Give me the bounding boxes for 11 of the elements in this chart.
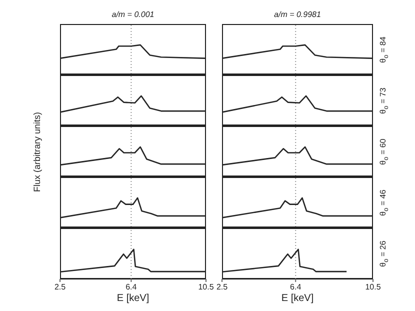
x-tick-label: 6.4 — [126, 282, 138, 292]
x-axis-title: E [keV] — [280, 293, 315, 304]
x-tick-label: 6.4 — [290, 282, 302, 292]
y-axis-title: Flux (arbitrary units) — [32, 111, 42, 192]
x-tick-label: 2.5 — [54, 282, 66, 292]
x-tick-label: 2.5 — [216, 282, 228, 292]
x-tick-label: 10.5 — [365, 282, 382, 292]
x-axis-title: E [keV] — [116, 293, 150, 304]
chart-title: a/m = 0.001 — [110, 10, 156, 19]
x-tick-label: 10.5 — [198, 282, 214, 292]
chart-title: a/m = 0.9981 — [273, 10, 322, 19]
